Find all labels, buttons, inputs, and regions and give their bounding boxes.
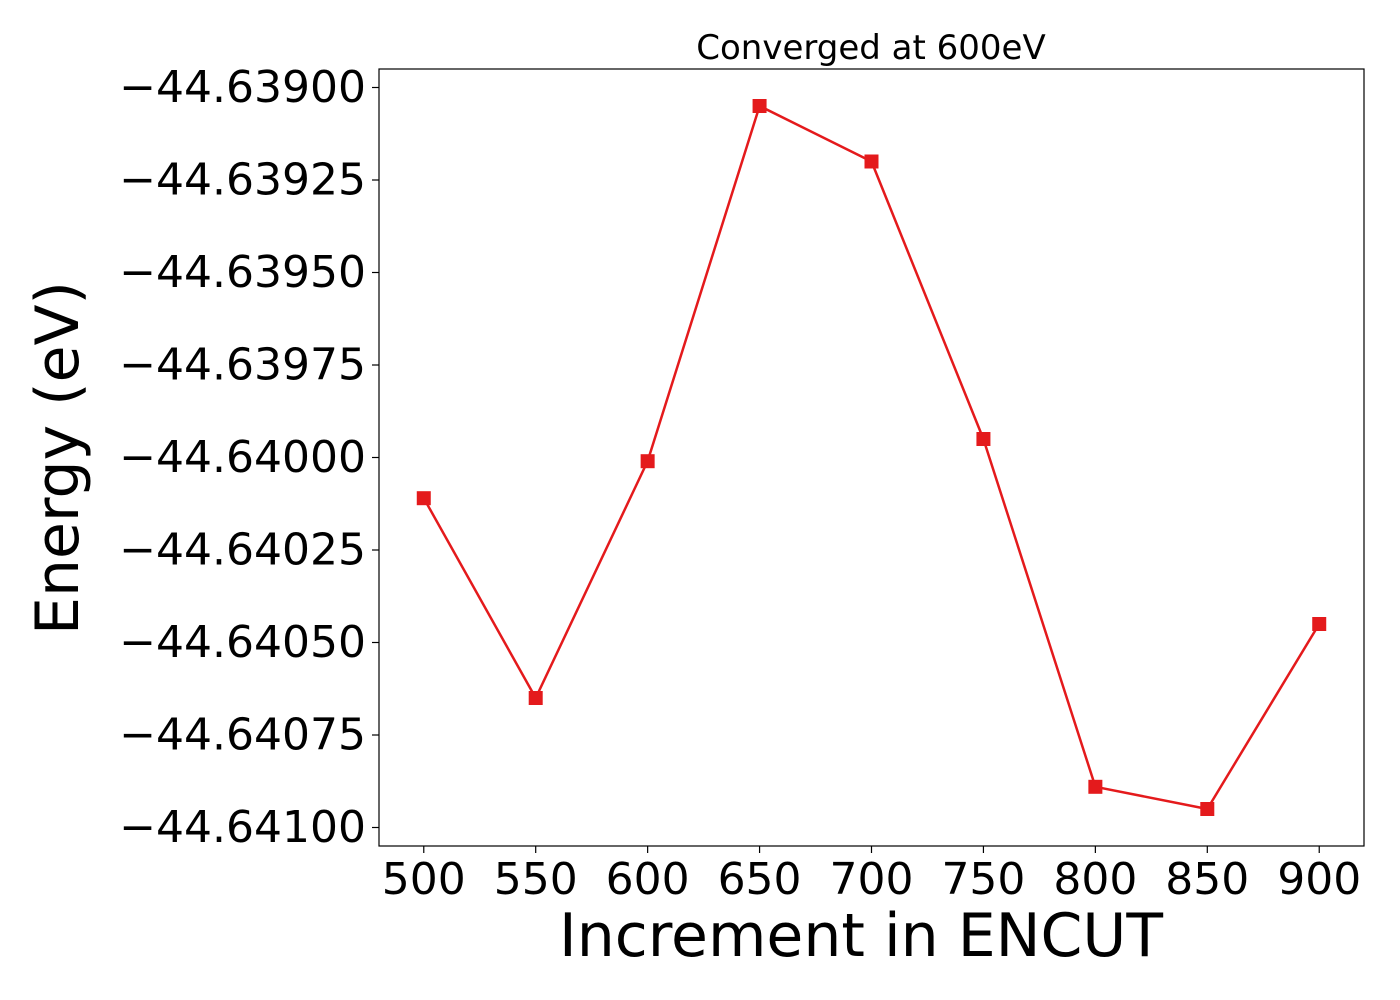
y-tick-label: −44.63975 <box>119 340 366 391</box>
y-axis-ticks: −44.63900 −44.63925 −44.63950 −44.63975 −44.… <box>119 62 379 853</box>
series-markers <box>416 99 1327 816</box>
x-tick-label: 500 <box>382 854 466 905</box>
x-tick-label: 850 <box>1165 854 1249 905</box>
y-tick-label: −44.63900 <box>119 62 366 113</box>
y-tick-label: −44.64000 <box>119 432 366 483</box>
y-tick-label: −44.64025 <box>119 525 366 576</box>
x-tick-label: 900 <box>1277 854 1361 905</box>
y-tick-label: −44.64075 <box>119 710 366 761</box>
x-tick-label: 700 <box>830 854 914 905</box>
data-point-marker <box>752 99 767 113</box>
plot-frame <box>378 68 1365 847</box>
data-point-marker <box>1312 617 1327 631</box>
data-point-marker <box>976 432 991 446</box>
x-tick-label: 600 <box>606 854 690 905</box>
data-point-marker <box>864 154 879 169</box>
data-point-marker <box>1088 779 1103 794</box>
y-axis-label: Energy (eV) <box>23 281 93 635</box>
x-tick-label: 550 <box>494 854 578 905</box>
x-axis-label: Increment in ENCUT <box>559 901 1163 971</box>
series-line <box>422 104 1321 811</box>
x-axis-ticks: 500 550 600 650 700 750 800 850 900 <box>382 846 1361 905</box>
y-tick-label: −44.64050 <box>119 617 366 668</box>
data-point-marker <box>528 691 543 705</box>
y-tick-label: −44.63950 <box>119 247 366 298</box>
y-tick-label: −44.64100 <box>119 802 366 853</box>
data-point-marker <box>640 454 655 469</box>
x-tick-label: 650 <box>718 854 802 905</box>
chart-title: Converged at 600eV <box>696 28 1045 68</box>
x-tick-label: 800 <box>1053 854 1137 905</box>
data-point-marker <box>1200 802 1215 816</box>
data-point-marker <box>416 491 431 506</box>
x-tick-label: 750 <box>941 854 1025 905</box>
y-tick-label: −44.63925 <box>119 155 366 206</box>
